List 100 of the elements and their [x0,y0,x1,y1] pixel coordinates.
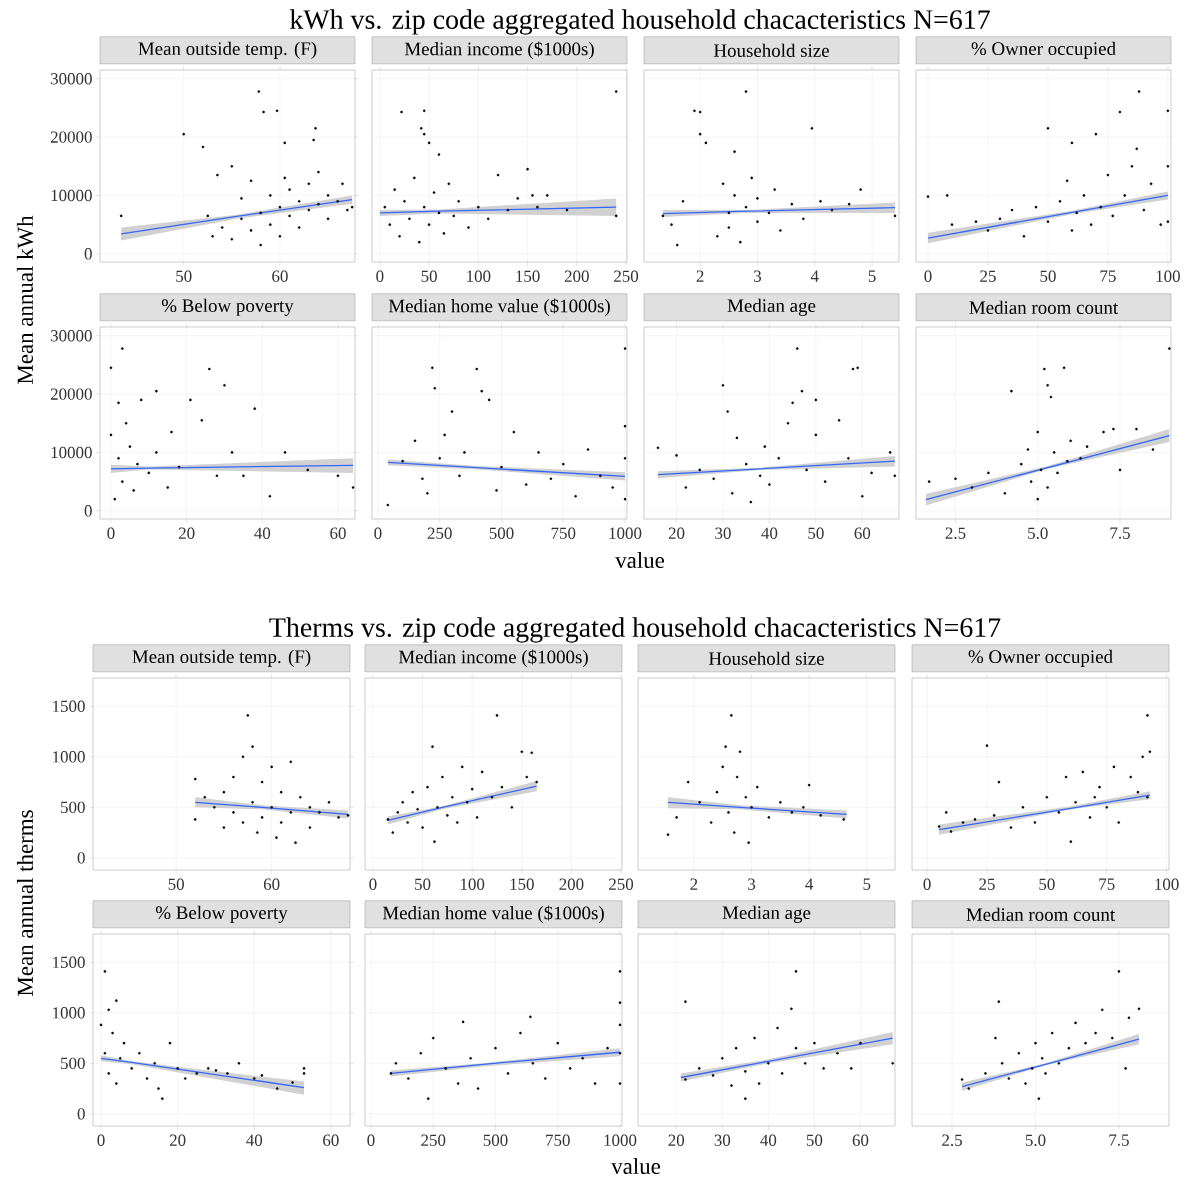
point [294,841,297,845]
point [684,486,688,489]
point [490,795,494,799]
x-tick-label: 20 [668,1134,685,1146]
point [461,1020,465,1024]
point [1084,1041,1087,1045]
x-tick-label: 250 [421,1134,446,1146]
point [336,200,339,203]
point [451,795,454,799]
point [1088,816,1092,819]
point [525,775,529,779]
point [618,1082,622,1085]
point [721,384,725,387]
point [961,821,965,824]
y-tick-label: 1000 [53,751,85,763]
point [1046,220,1050,224]
point [698,110,702,114]
point [124,421,128,425]
point [251,800,254,804]
x-tick-label: 25 [979,878,995,890]
x-tick-label: 3 [748,878,756,890]
x-tick-label: 5.0 [1025,1134,1046,1147]
point [773,188,776,191]
point [1046,486,1049,489]
point [926,195,930,198]
point [861,494,864,498]
x-tick-label: 0 [374,527,382,539]
point [1046,384,1049,387]
point [297,200,301,203]
point [726,410,729,413]
point [986,229,990,232]
point [891,1062,894,1065]
point [213,806,216,809]
x-tick-label: 150 [510,878,534,890]
point [1118,110,1122,114]
point [480,389,484,393]
point [398,235,401,238]
point [269,194,272,197]
point [103,970,107,973]
point [973,818,977,821]
point [275,1087,279,1090]
x-tick-label: 60 [323,1134,339,1146]
chart-title: Household size [713,43,829,57]
point [145,1077,149,1080]
point [1052,451,1056,454]
point [1034,1041,1037,1045]
point [711,1074,715,1077]
x-tick-label: 250 [427,527,452,539]
point [386,818,390,821]
point [240,217,243,221]
x-tick-label: 0 [376,270,384,282]
chart-title: Median income ($1000s) [398,649,588,668]
point [118,1056,122,1060]
point [693,109,696,113]
point [1085,445,1089,448]
point [438,457,442,460]
x-tick-label: 100 [460,878,485,890]
point [724,745,727,749]
point [109,366,113,370]
point [1069,439,1072,443]
point [744,1070,747,1073]
point [268,494,272,498]
y-tick-label: 0 [77,1108,85,1120]
point [1082,194,1086,197]
chart-title: Median age [727,298,816,316]
chart-title: % Below poverty [155,905,288,923]
point [170,430,173,434]
point [733,150,736,153]
point [536,205,539,209]
point [870,471,873,475]
point [950,223,954,226]
x-tick-label: 7.5 [1110,527,1130,539]
point [1040,1057,1044,1060]
point [744,462,748,466]
x-tick-label: 100 [467,270,491,282]
point [400,110,403,114]
x-tick-label: 2.5 [945,527,966,539]
point [755,785,759,789]
point [526,167,529,171]
point [1030,1067,1034,1070]
point [727,811,730,814]
point [394,1062,398,1065]
point [447,182,451,186]
point [997,780,1001,784]
point [1020,462,1023,466]
point [727,211,731,215]
x-tick-label: 30 [714,1134,731,1146]
point [837,419,841,422]
point [419,127,423,130]
point [888,451,892,454]
point [115,1082,118,1085]
y-axis-title: Mean annual kWh [16,215,34,384]
point [1099,205,1103,209]
x-tick-label: 0 [97,1134,105,1146]
point [516,197,520,200]
point [734,1046,738,1050]
point [252,1077,256,1080]
point [427,141,431,145]
point [623,347,627,350]
point [422,109,426,113]
